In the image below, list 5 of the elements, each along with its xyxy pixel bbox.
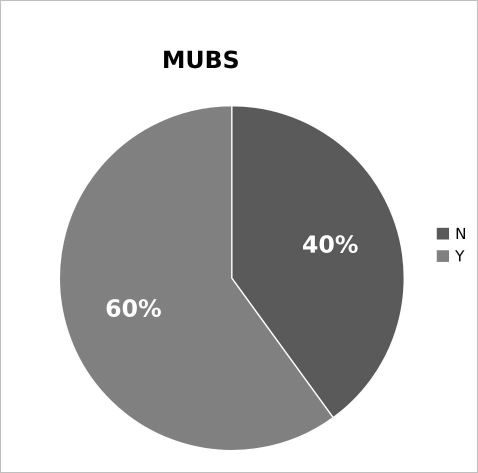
chart-title: MUBS [164,50,238,68]
legend-label: N [456,228,466,239]
legend-label: Y [455,250,464,262]
data-label: 40% [303,235,358,253]
data-label: 60% [106,299,161,317]
